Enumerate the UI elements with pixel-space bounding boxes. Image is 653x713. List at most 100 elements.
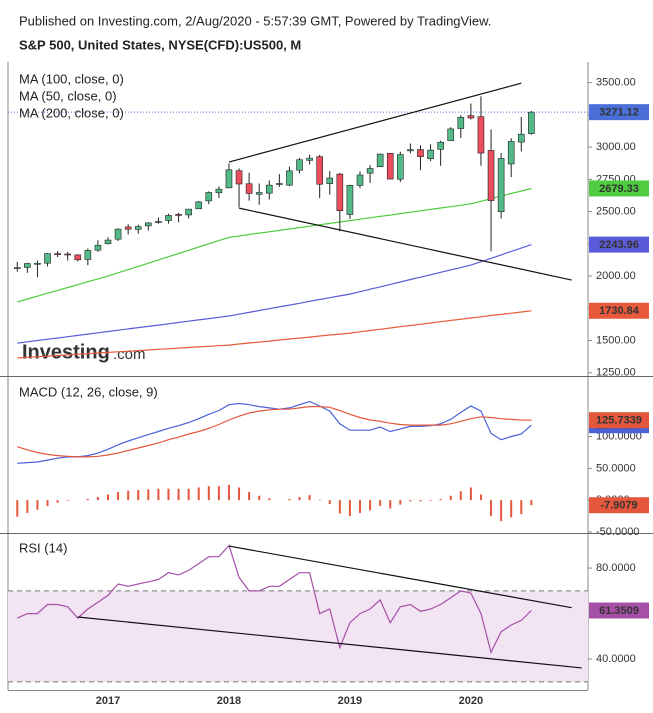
histogram-bar — [530, 500, 533, 506]
candle-body — [134, 226, 142, 230]
histogram-bar — [510, 500, 513, 518]
candle-body — [265, 184, 273, 194]
candle-body — [84, 250, 92, 260]
candle-body — [528, 111, 535, 134]
candle-body — [64, 253, 71, 256]
watermark: Investing — [22, 341, 110, 363]
candle-body — [175, 214, 182, 216]
legend-entry: MA (50, close, 0) — [19, 88, 117, 103]
x-tick-label: 2017 — [96, 695, 120, 707]
histogram-bar — [258, 495, 261, 501]
x-tick-label: 2018 — [217, 695, 241, 707]
candle-body — [155, 221, 162, 223]
histogram-bar — [86, 498, 89, 501]
histogram-bar — [217, 486, 220, 501]
candle-body — [376, 153, 384, 168]
x-tick-label: 2020 — [459, 695, 483, 707]
candle-body — [497, 158, 505, 213]
histogram-bar — [96, 497, 99, 501]
histogram-bar — [26, 500, 29, 513]
candle-body — [397, 154, 404, 180]
indicator-line — [17, 400, 532, 464]
candle-body — [165, 215, 172, 221]
indicator-line — [17, 310, 532, 359]
last-value-label: 125.7339 — [596, 415, 642, 427]
y-tick-label: 3500.00 — [596, 77, 636, 89]
histogram-bar — [288, 498, 291, 501]
histogram-bar — [157, 488, 160, 501]
histogram-bar — [348, 500, 351, 517]
candle-body — [74, 254, 82, 261]
indicator-line — [17, 406, 532, 458]
y-tick-label: 2500.00 — [596, 205, 636, 217]
candle-body — [185, 208, 192, 216]
histogram-bar — [369, 500, 372, 511]
last-value-label: 2679.33 — [599, 183, 639, 195]
candle-body — [407, 149, 414, 152]
indicator-line — [17, 544, 532, 655]
last-value-box — [589, 497, 649, 514]
histogram-bar — [66, 500, 69, 501]
candle-body — [205, 192, 213, 202]
y-tick-label: 1250.00 — [596, 367, 636, 379]
histogram-bar — [389, 500, 392, 509]
rsi-band — [8, 590, 588, 682]
candle-body — [276, 183, 283, 185]
candle-body — [447, 128, 455, 141]
candle-body — [417, 149, 424, 157]
candle-body — [235, 170, 243, 185]
candle-body — [356, 174, 364, 186]
last-value-box — [589, 302, 649, 319]
candle-body — [225, 169, 233, 189]
trend-line — [238, 207, 572, 281]
histogram-bar — [177, 488, 180, 501]
candle-body — [316, 156, 323, 185]
candle-body — [245, 183, 253, 194]
candle-body — [94, 244, 102, 251]
trend-line — [228, 545, 572, 609]
symbol-title: S&P 500, United States, NYSE(CFD):US500,… — [19, 37, 301, 52]
histogram-bar — [238, 487, 241, 501]
y-tick-label: 40.0000 — [596, 653, 636, 665]
histogram-bar — [187, 488, 190, 501]
candle-body — [427, 149, 434, 160]
y-tick-label: -50.0000 — [596, 526, 639, 538]
histogram-bar — [107, 494, 109, 501]
histogram-bar — [298, 497, 301, 501]
candle-body — [477, 116, 485, 154]
histogram-bar — [338, 500, 341, 514]
y-tick-label: 2000.00 — [596, 270, 636, 282]
y-tick-label: 50.0000 — [596, 462, 636, 474]
histogram-bar — [409, 500, 412, 502]
last-value-label: -7.9079 — [600, 500, 637, 512]
x-tick-label: 2019 — [338, 695, 362, 707]
histogram-bar — [167, 488, 170, 501]
candle-body — [255, 192, 263, 195]
histogram-bar — [469, 487, 472, 501]
histogram-bar — [127, 490, 130, 501]
candle-body — [54, 253, 61, 255]
histogram-bar — [429, 500, 432, 501]
histogram-bar — [56, 500, 59, 503]
trend-line — [77, 616, 582, 669]
y-tick-label: 100.0000 — [596, 430, 642, 442]
histogram-bar — [490, 500, 493, 517]
candle-body — [306, 157, 313, 161]
histogram-bar — [419, 500, 422, 502]
candle-body — [34, 262, 41, 265]
last-value-label: 3271.12 — [599, 107, 639, 119]
histogram-bar — [399, 500, 402, 505]
candle-body — [104, 239, 112, 244]
histogram-bar — [479, 494, 482, 501]
histogram-bar — [449, 495, 452, 501]
candle-body — [487, 150, 495, 201]
candle-body — [195, 201, 203, 210]
histogram-bar — [318, 499, 321, 501]
indicator-line — [17, 244, 532, 344]
candle-body — [346, 184, 354, 215]
candle-body — [286, 170, 293, 186]
last-value-box — [589, 412, 649, 429]
candle-body — [145, 222, 152, 227]
panel-title: MACD (12, 26, close, 9) — [19, 384, 158, 399]
